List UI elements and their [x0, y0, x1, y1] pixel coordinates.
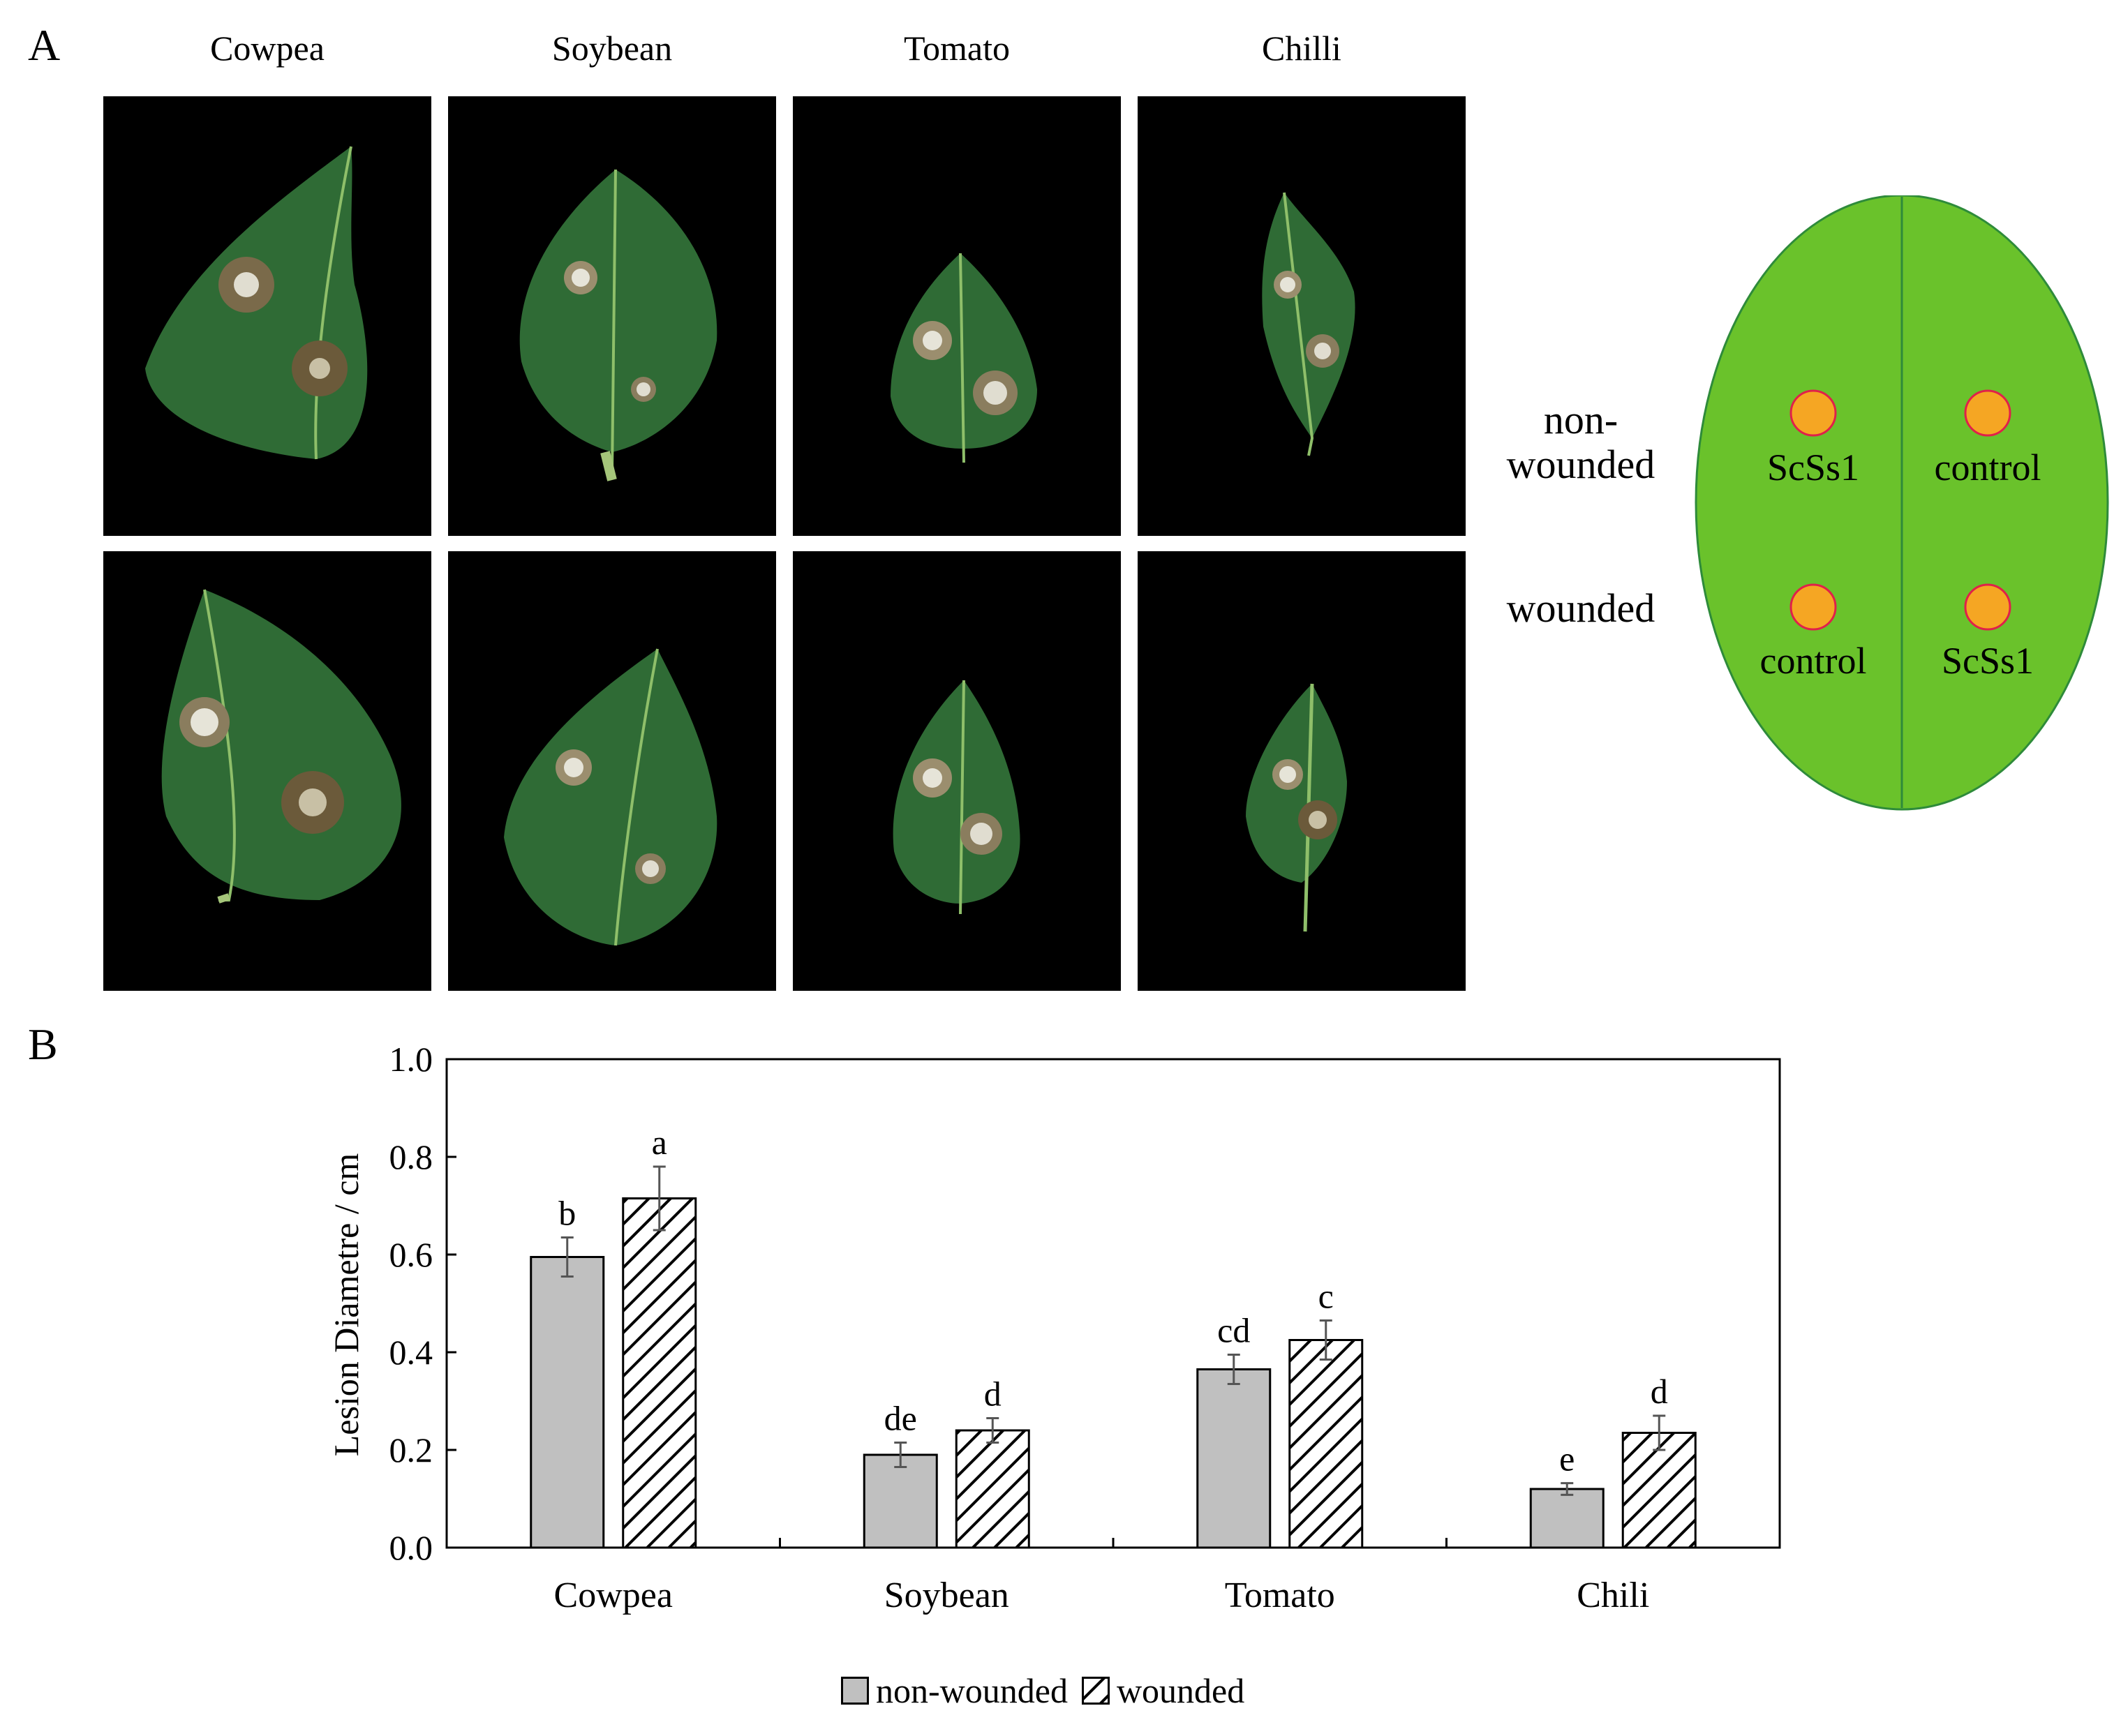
bar-wounded: [1288, 1339, 1364, 1549]
panel-b-label: B: [28, 1019, 58, 1069]
bar-wounded: [955, 1429, 1030, 1549]
column-title-chilli: Chilli: [1262, 29, 1341, 68]
significance-letter: c: [1318, 1277, 1334, 1316]
bar-non-wounded: [1196, 1368, 1272, 1549]
row-label-wounded: wounded: [1506, 585, 1655, 631]
inoculation-spot: [1964, 583, 2011, 631]
inoculation-schematic: ScSs1 control control ScSs1: [1695, 195, 2109, 811]
schematic-label-bottom-left: control: [1760, 640, 1867, 682]
inoculation-spot: [1964, 389, 2011, 437]
y-tick-label: 1.0: [389, 1040, 433, 1079]
column-title-soybean: Soybean: [551, 29, 673, 68]
legend-swatch-wounded: [1081, 1677, 1110, 1705]
y-tick-label: 0.4: [389, 1333, 433, 1372]
schematic-label-top-right: control: [1935, 447, 2041, 488]
column-title-tomato: Tomato: [903, 29, 1011, 68]
bar-wounded: [1621, 1432, 1697, 1549]
leaf-photo-soybean-wounded: [448, 551, 776, 991]
significance-letter: d: [1651, 1372, 1668, 1411]
leaf-photo-chilli-wounded: [1138, 551, 1466, 991]
legend-swatch-non-wounded: [841, 1677, 869, 1705]
schematic-label-top-left: ScSs1: [1767, 447, 1859, 488]
panel-a-label: A: [28, 20, 61, 70]
significance-letter: e: [1559, 1439, 1575, 1479]
x-tick-label: Cowpea: [554, 1576, 673, 1615]
legend-label-non-wounded: non-wounded: [876, 1671, 1068, 1710]
significance-letter: cd: [1217, 1311, 1250, 1350]
leaf-photo-tomato-nonwounded: [793, 96, 1121, 536]
inoculation-spot: [1789, 389, 1837, 437]
leaf-photo-cowpea-nonwounded: [103, 96, 431, 536]
inoculation-spot: [1789, 583, 1837, 631]
column-title-cowpea: Cowpea: [210, 29, 325, 68]
significance-letter: a: [652, 1123, 667, 1162]
legend-label-wounded: wounded: [1116, 1671, 1245, 1710]
x-tick-label: Tomato: [1225, 1576, 1335, 1615]
y-axis-title: Lesion Diametre / cm: [327, 1153, 366, 1457]
schematic-label-bottom-right: ScSs1: [1942, 640, 2034, 682]
y-tick-label: 0.2: [389, 1430, 433, 1469]
y-tick-label: 0.0: [389, 1528, 433, 1567]
bar-non-wounded: [530, 1256, 605, 1549]
leaf-photo-soybean-nonwounded: [448, 96, 776, 536]
significance-letter: de: [884, 1399, 917, 1438]
y-tick-label: 0.8: [389, 1137, 433, 1176]
leaf-photo-cowpea-wounded: [103, 551, 431, 991]
bar-non-wounded: [863, 1453, 938, 1549]
bar-wounded: [622, 1197, 697, 1549]
leaf-photo-chilli-nonwounded: [1138, 96, 1466, 536]
chart-legend: non-wounded wounded: [841, 1671, 1258, 1710]
x-tick-label: Chili: [1577, 1576, 1649, 1615]
row-label-non-wounded: non- wounded: [1506, 397, 1655, 487]
x-tick-label: Soybean: [884, 1576, 1009, 1615]
bar-non-wounded: [1529, 1488, 1605, 1549]
y-tick-label: 0.6: [389, 1235, 433, 1274]
significance-letter: b: [558, 1194, 576, 1233]
leaf-photo-tomato-wounded: [793, 551, 1121, 991]
significance-letter: d: [984, 1375, 1002, 1414]
